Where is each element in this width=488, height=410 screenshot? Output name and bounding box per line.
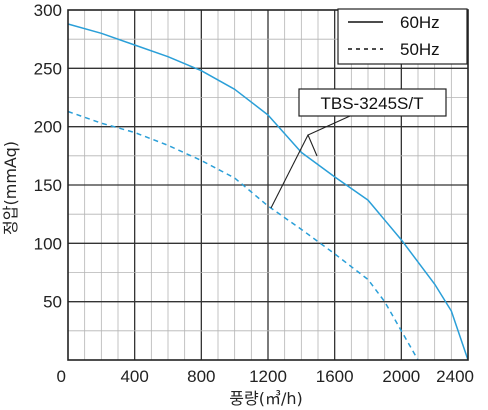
x-tick-label: 1600	[316, 367, 354, 386]
x-tick-label: 800	[187, 367, 215, 386]
y-axis-label: 정압(mmAq)	[1, 141, 20, 235]
y-tick-label: 100	[34, 234, 62, 253]
y-tick-label: 300	[34, 1, 62, 20]
legend-box	[337, 8, 468, 65]
x-tick-label: 2400	[436, 367, 474, 386]
x-axis-label: 풍량(㎥/h)	[229, 389, 302, 408]
model-leader-50hz	[270, 134, 309, 209]
y-tick-label: 50	[43, 293, 62, 312]
grid-lines	[68, 10, 468, 360]
model-label-box	[298, 88, 447, 117]
plot-frame	[67, 9, 469, 361]
x-tick-label: 1200	[249, 367, 287, 386]
model-label: TBS-3245S/T	[321, 94, 424, 113]
series-line-50hz	[67, 110, 419, 361]
y-tick-label: 200	[34, 118, 62, 137]
x-tick-label: 2000	[382, 367, 420, 386]
y-tick-label: 150	[34, 176, 62, 195]
legend-50hz-label: 50Hz	[400, 40, 440, 59]
performance-curves	[67, 23, 469, 361]
x-tick-label: 0	[57, 367, 66, 386]
model-leader-60hz	[307, 115, 351, 157]
model-annotation: TBS-3245S/T	[270, 88, 447, 209]
legend-60hz-label: 60Hz	[400, 13, 440, 32]
x-tick-label: 400	[120, 367, 148, 386]
series-line-60hz	[67, 23, 469, 361]
legend: 60Hz 50Hz	[337, 8, 468, 65]
y-tick-label: 250	[34, 59, 62, 78]
tick-labels: 0 400 800 1200 1600 2000 2400 50 100 150 200 250 300	[34, 1, 474, 386]
